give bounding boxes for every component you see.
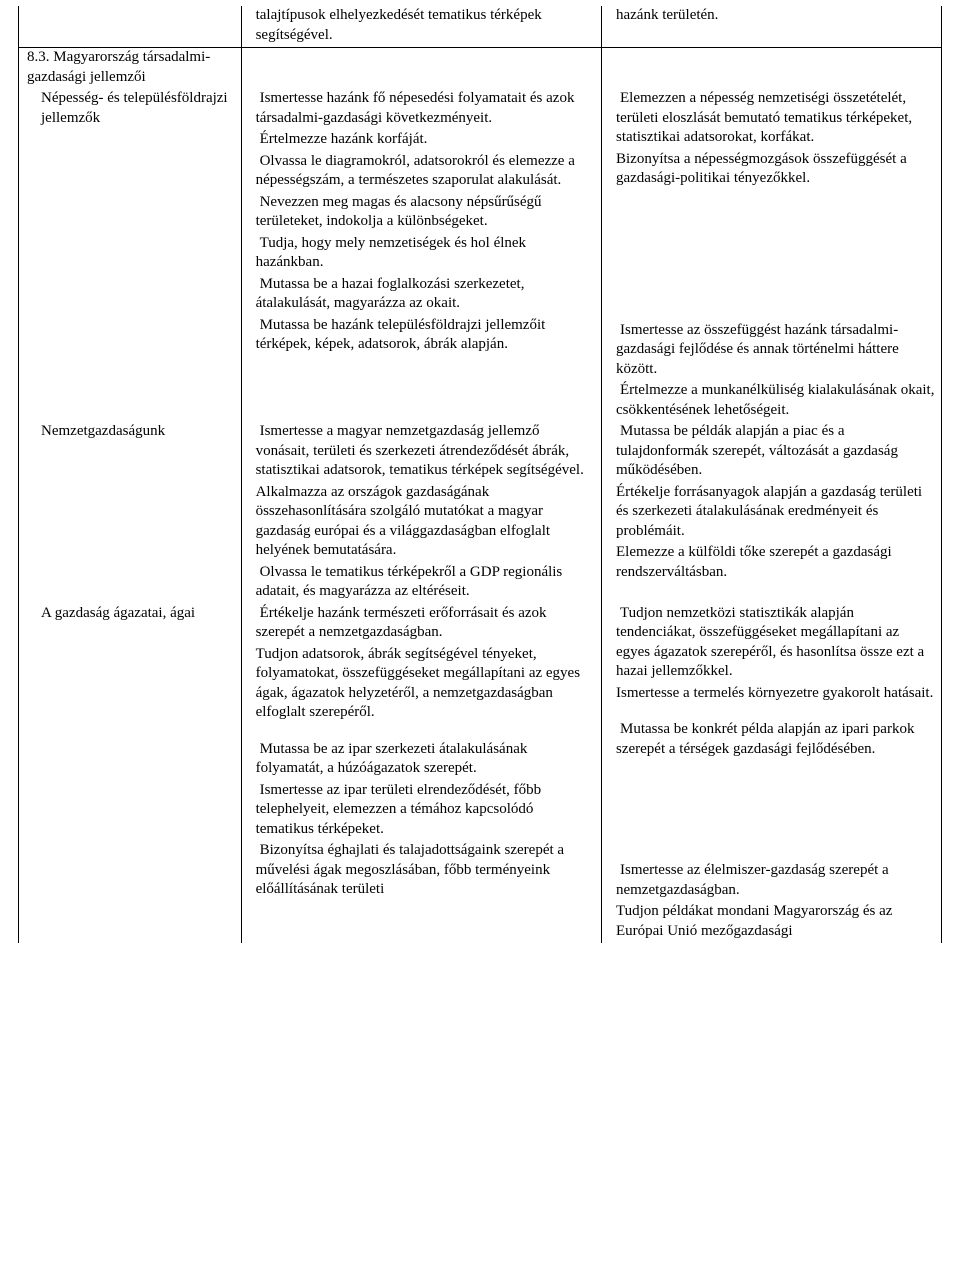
spacer (608, 761, 935, 861)
body-text: Olvassa le tematikus térképekről a GDP r… (248, 563, 595, 602)
topic-label: A gazdaság ágazatai, ágai (25, 604, 235, 624)
body-text: Értékelje forrásanyagok alapján a gazdas… (608, 483, 935, 542)
table-row: talajtípusok elhelyezkedését tematikus t… (19, 6, 942, 48)
body-text: Elemezze a külföldi tőke szerepét a gazd… (608, 543, 935, 582)
body-text: Ismertesse a magyar nemzetgazdaság jelle… (248, 422, 595, 481)
table-row: A gazdaság ágazatai, ágai Értékelje hazá… (19, 604, 942, 944)
body-text: Ismertesse a termelés környezetre gyakor… (608, 684, 935, 704)
body-text: Értelmezze a munkanélküliség kialakulásá… (608, 381, 935, 420)
spacer (608, 191, 935, 321)
spacer (248, 725, 595, 740)
body-text: Nevezzen meg magas és alacsony népsűrűsé… (248, 193, 595, 232)
body-text: Értelmezze hazánk korfáját. (248, 130, 595, 150)
document-page: talajtípusok elhelyezkedését tematikus t… (0, 0, 960, 1285)
body-text: Ismertesse az élelmiszer-gazdaság szerep… (608, 861, 935, 900)
curriculum-table: talajtípusok elhelyezkedését tematikus t… (18, 6, 942, 943)
topic-label: Népesség- és településföldrajzi jellemző… (25, 89, 235, 128)
body-text: Mutassa be konkrét példa alapján az ipar… (608, 720, 935, 759)
table-row: Népesség- és településföldrajzi jellemző… (19, 89, 942, 422)
body-text: Ismertesse hazánk fő népesedési folyamat… (248, 89, 595, 128)
topic-label: Nemzetgazdaságunk (25, 422, 235, 442)
body-text: Bizonyítsa a népességmozgások összefüggé… (608, 150, 935, 189)
body-text: Tudjon adatsorok, ábrák segítségével tén… (248, 645, 595, 723)
body-text: Tudjon példákat mondani Magyarország és … (608, 902, 935, 941)
body-text: Értékelje hazánk természeti erőforrásait… (248, 604, 595, 643)
body-text: Tudja, hogy mely nemzetiségek és hol éln… (248, 234, 595, 273)
body-text: Mutassa be a hazai foglalkozási szerkeze… (248, 275, 595, 314)
body-text: hazánk területén. (608, 6, 935, 26)
table-row: 8.3. Magyarország társadalmi-gazdasági j… (19, 48, 942, 90)
body-text: Bizonyítsa éghajlati és talajadottságain… (248, 841, 595, 900)
body-text: Mutassa be az ipar szerkezeti átalakulás… (248, 740, 595, 779)
body-text: Ismertesse az összefüggést hazánk társad… (608, 321, 935, 380)
body-text: Olvassa le diagramokról, adatsorokról és… (248, 152, 595, 191)
body-text: Mutassa be példák alapján a piac és a tu… (608, 422, 935, 481)
spacer (608, 705, 935, 720)
table-row: Nemzetgazdaságunk Ismertesse a magyar ne… (19, 422, 942, 604)
body-text: Elemezzen a népesség nemzetiségi összeté… (608, 89, 935, 148)
body-text: Tudjon nemzetközi statisztikák alapján t… (608, 604, 935, 682)
body-text: Mutassa be hazánk településföldrajzi jel… (248, 316, 595, 355)
section-heading: 8.3. Magyarország társadalmi-gazdasági j… (25, 48, 235, 87)
body-text: talajtípusok elhelyezkedését tematikus t… (248, 6, 595, 45)
body-text: Alkalmazza az országok gazdaságának össz… (248, 483, 595, 561)
body-text: Ismertesse az ipar területi elrendeződés… (248, 781, 595, 840)
